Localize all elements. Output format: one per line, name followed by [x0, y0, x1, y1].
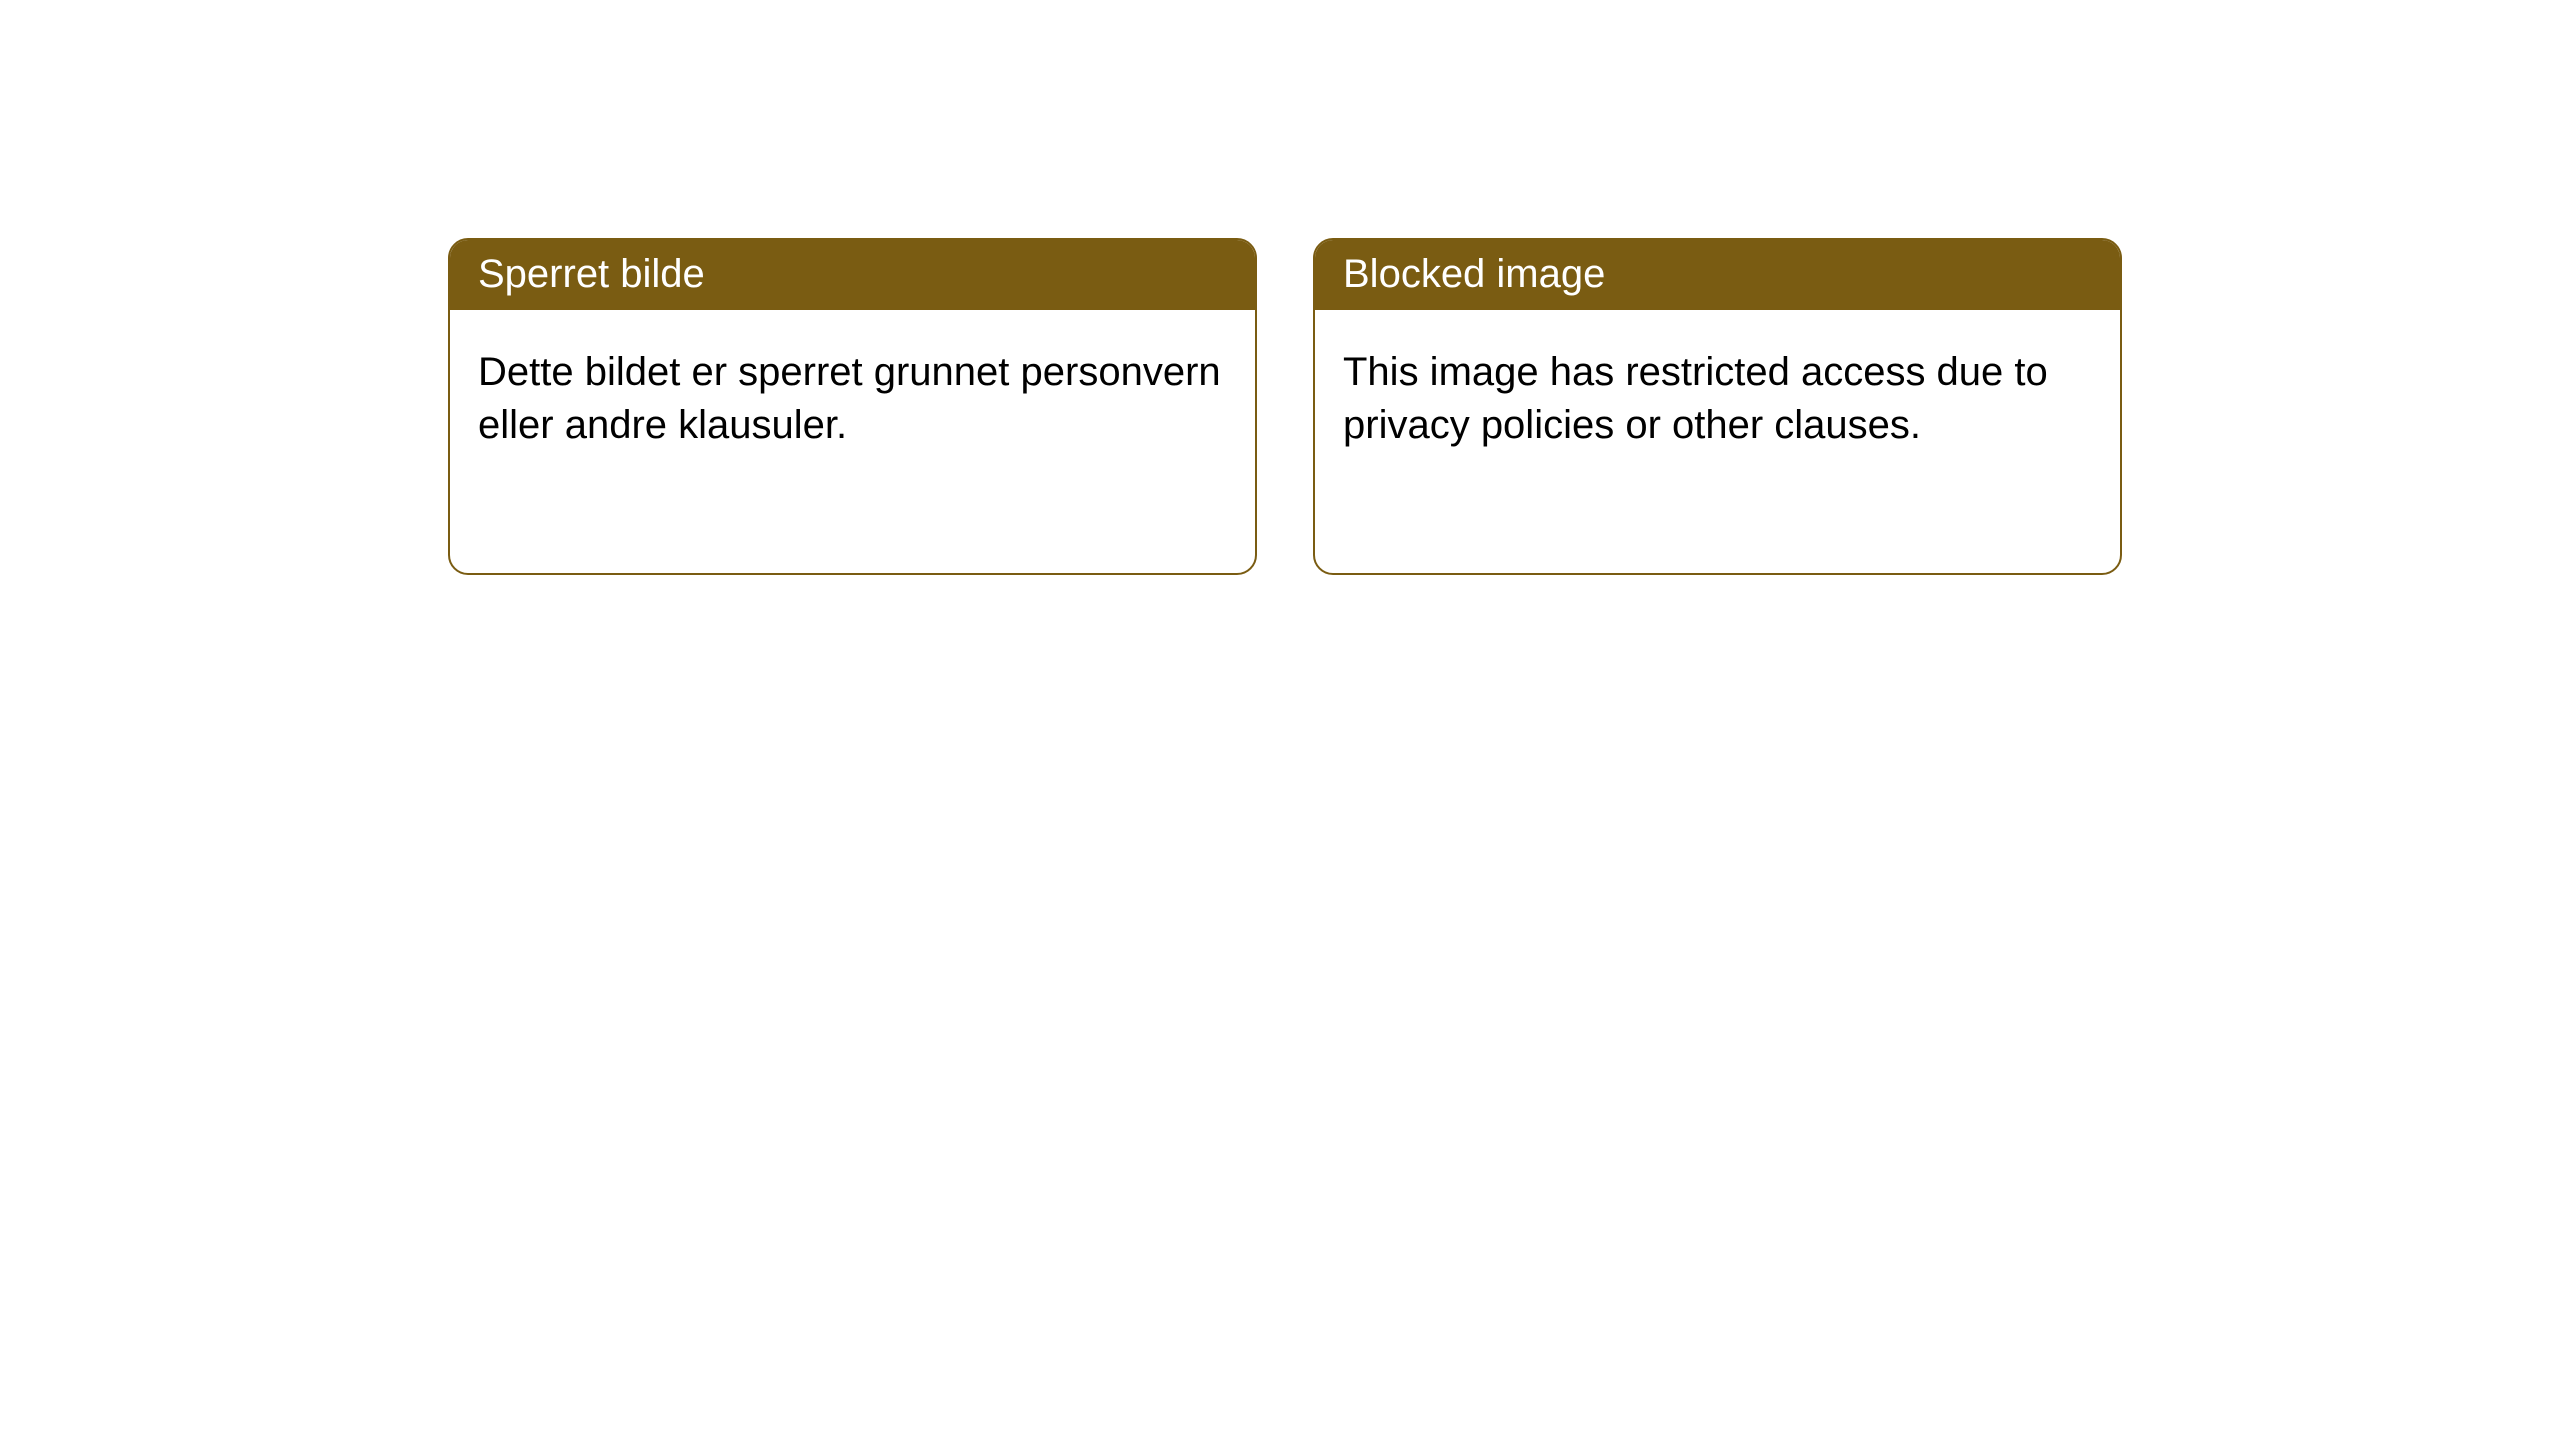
- notice-body: This image has restricted access due to …: [1315, 310, 2120, 488]
- notice-container: Sperret bilde Dette bildet er sperret gr…: [0, 0, 2560, 575]
- notice-body: Dette bildet er sperret grunnet personve…: [450, 310, 1255, 488]
- notice-card-english: Blocked image This image has restricted …: [1313, 238, 2122, 575]
- notice-title: Blocked image: [1315, 240, 2120, 310]
- notice-title: Sperret bilde: [450, 240, 1255, 310]
- notice-card-norwegian: Sperret bilde Dette bildet er sperret gr…: [448, 238, 1257, 575]
